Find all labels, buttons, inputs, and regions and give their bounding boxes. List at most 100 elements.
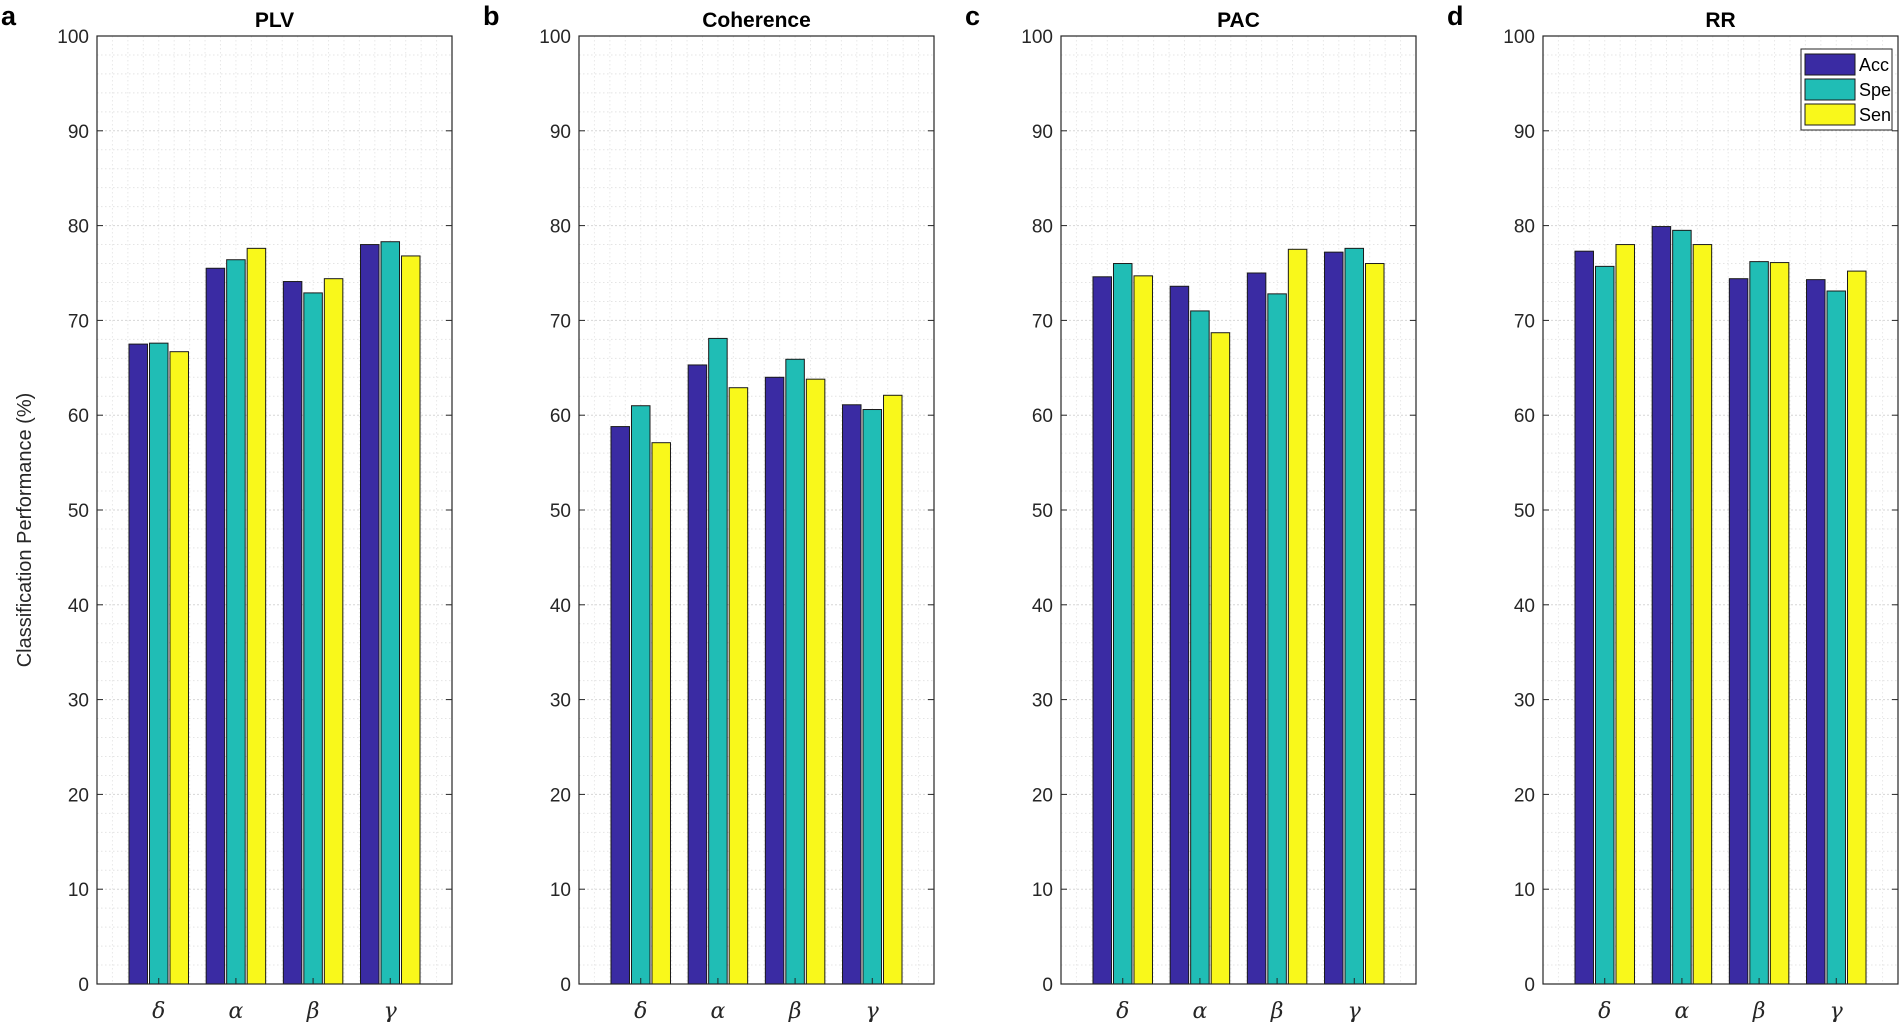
legend-label-spe: Spe xyxy=(1859,80,1891,100)
x-tick-label: γ xyxy=(866,999,880,1022)
y-tick-label: 20 xyxy=(1032,785,1053,806)
y-tick-label: 30 xyxy=(1514,691,1535,712)
legend-swatch-sen xyxy=(1804,103,1856,126)
bar-acc-0 xyxy=(1092,276,1112,985)
bar-acc-1 xyxy=(1651,226,1672,985)
y-tick-label: 10 xyxy=(550,880,571,901)
bar-sen-0 xyxy=(1133,275,1153,985)
y-tick-label: 30 xyxy=(550,691,571,712)
panel-letter: b xyxy=(483,1,500,31)
y-axis-label: Classification Performance (%) xyxy=(14,393,36,668)
y-tick-label: 80 xyxy=(550,217,571,238)
y-tick-label: 50 xyxy=(550,501,571,522)
y-tick-label: 80 xyxy=(1032,217,1053,238)
x-tick-label: α xyxy=(1674,999,1689,1022)
panel-title: PLV xyxy=(255,9,294,32)
bar-sen-2 xyxy=(323,278,344,985)
axes-frame xyxy=(96,35,453,985)
y-tick-label: 10 xyxy=(68,880,89,901)
bar-acc-2 xyxy=(764,376,785,985)
panel-a: 0 10 20 30 40 50 60 70 80 90 100 δ α β γ PLV a xyxy=(1,1,453,1022)
y-tick-label: 10 xyxy=(1514,880,1535,901)
bar-sen-2 xyxy=(1287,248,1308,985)
y-tick-label: 60 xyxy=(1514,406,1535,427)
x-tick-label: α xyxy=(1192,999,1207,1022)
y-tick-label: 20 xyxy=(550,785,571,806)
bar-acc-1 xyxy=(687,364,708,985)
y-tick-label: 40 xyxy=(68,596,89,617)
y-tick-label: 50 xyxy=(68,501,89,522)
bar-spe-1 xyxy=(1190,310,1210,985)
bar-acc-3 xyxy=(1324,251,1344,985)
panel-d: 0 10 20 30 40 50 60 70 80 90 100 δ α β γ RR d Acc Spe Sen xyxy=(1447,1,1899,1022)
bar-sen-3 xyxy=(401,255,421,985)
y-tick-label: 100 xyxy=(1021,27,1053,48)
x-tick-label: γ xyxy=(384,999,398,1022)
x-tick-label: β xyxy=(1752,999,1766,1022)
bar-acc-0 xyxy=(610,426,630,985)
bar-acc-0 xyxy=(1574,250,1594,985)
axes-frame xyxy=(578,35,935,985)
panel-title: PAC xyxy=(1217,9,1260,32)
panel-letter: d xyxy=(1447,1,1464,31)
y-tick-label: 0 xyxy=(1524,975,1535,996)
y-tick-label: 70 xyxy=(1032,311,1053,332)
y-tick-label: 100 xyxy=(1503,27,1535,48)
y-tick-label: 80 xyxy=(1514,217,1535,238)
y-tick-label: 70 xyxy=(68,311,89,332)
bar-sen-2 xyxy=(1769,262,1790,985)
bar-sen-0 xyxy=(1615,244,1635,985)
bar-acc-2 xyxy=(1728,278,1749,985)
y-tick-label: 70 xyxy=(550,311,571,332)
bar-spe-3 xyxy=(862,409,883,985)
legend-label-sen: Sen xyxy=(1859,105,1891,125)
bar-acc-2 xyxy=(282,281,303,985)
y-tick-label: 20 xyxy=(1514,785,1535,806)
x-tick-label: β xyxy=(788,999,802,1022)
y-tick-label: 50 xyxy=(1032,501,1053,522)
panel-title: RR xyxy=(1705,9,1735,32)
y-tick-label: 60 xyxy=(68,406,89,427)
bar-sen-3 xyxy=(1847,270,1867,985)
axes-frame xyxy=(1060,35,1417,985)
bar-sen-0 xyxy=(651,442,671,985)
y-tick-label: 20 xyxy=(68,785,89,806)
bar-acc-0 xyxy=(128,343,148,985)
bar-acc-3 xyxy=(360,244,380,985)
legend-swatch-acc xyxy=(1804,53,1856,76)
y-tick-label: 0 xyxy=(1042,975,1053,996)
bar-spe-3 xyxy=(380,241,401,985)
bar-spe-0 xyxy=(148,342,169,985)
bar-spe-2 xyxy=(303,292,323,985)
x-tick-label: β xyxy=(306,999,320,1022)
bar-sen-1 xyxy=(728,387,749,985)
bar-sen-2 xyxy=(805,378,826,985)
bar-sen-1 xyxy=(1692,244,1713,985)
bar-sen-3 xyxy=(883,394,903,985)
bar-spe-0 xyxy=(1112,263,1133,985)
y-tick-label: 40 xyxy=(550,596,571,617)
bar-acc-1 xyxy=(1169,285,1190,985)
bar-spe-0 xyxy=(630,405,651,985)
bar-acc-3 xyxy=(842,404,862,985)
panel-letter: c xyxy=(965,1,980,31)
y-tick-label: 40 xyxy=(1514,596,1535,617)
bar-spe-2 xyxy=(1749,261,1769,985)
bar-spe-3 xyxy=(1826,290,1847,985)
y-tick-label: 40 xyxy=(1032,596,1053,617)
x-tick-label: α xyxy=(710,999,725,1022)
bar-spe-1 xyxy=(226,259,246,985)
x-tick-label: β xyxy=(1270,999,1284,1022)
y-tick-label: 80 xyxy=(68,217,89,238)
y-tick-label: 60 xyxy=(550,406,571,427)
x-tick-label: δ xyxy=(1598,999,1611,1022)
x-tick-label: α xyxy=(228,999,243,1022)
y-tick-label: 90 xyxy=(550,122,571,143)
y-tick-label: 30 xyxy=(68,691,89,712)
bar-spe-1 xyxy=(708,337,728,985)
legend: Acc Spe Sen xyxy=(1800,48,1893,131)
bar-acc-1 xyxy=(205,267,226,985)
legend-label-acc: Acc xyxy=(1859,55,1889,75)
y-tick-label: 90 xyxy=(1032,122,1053,143)
